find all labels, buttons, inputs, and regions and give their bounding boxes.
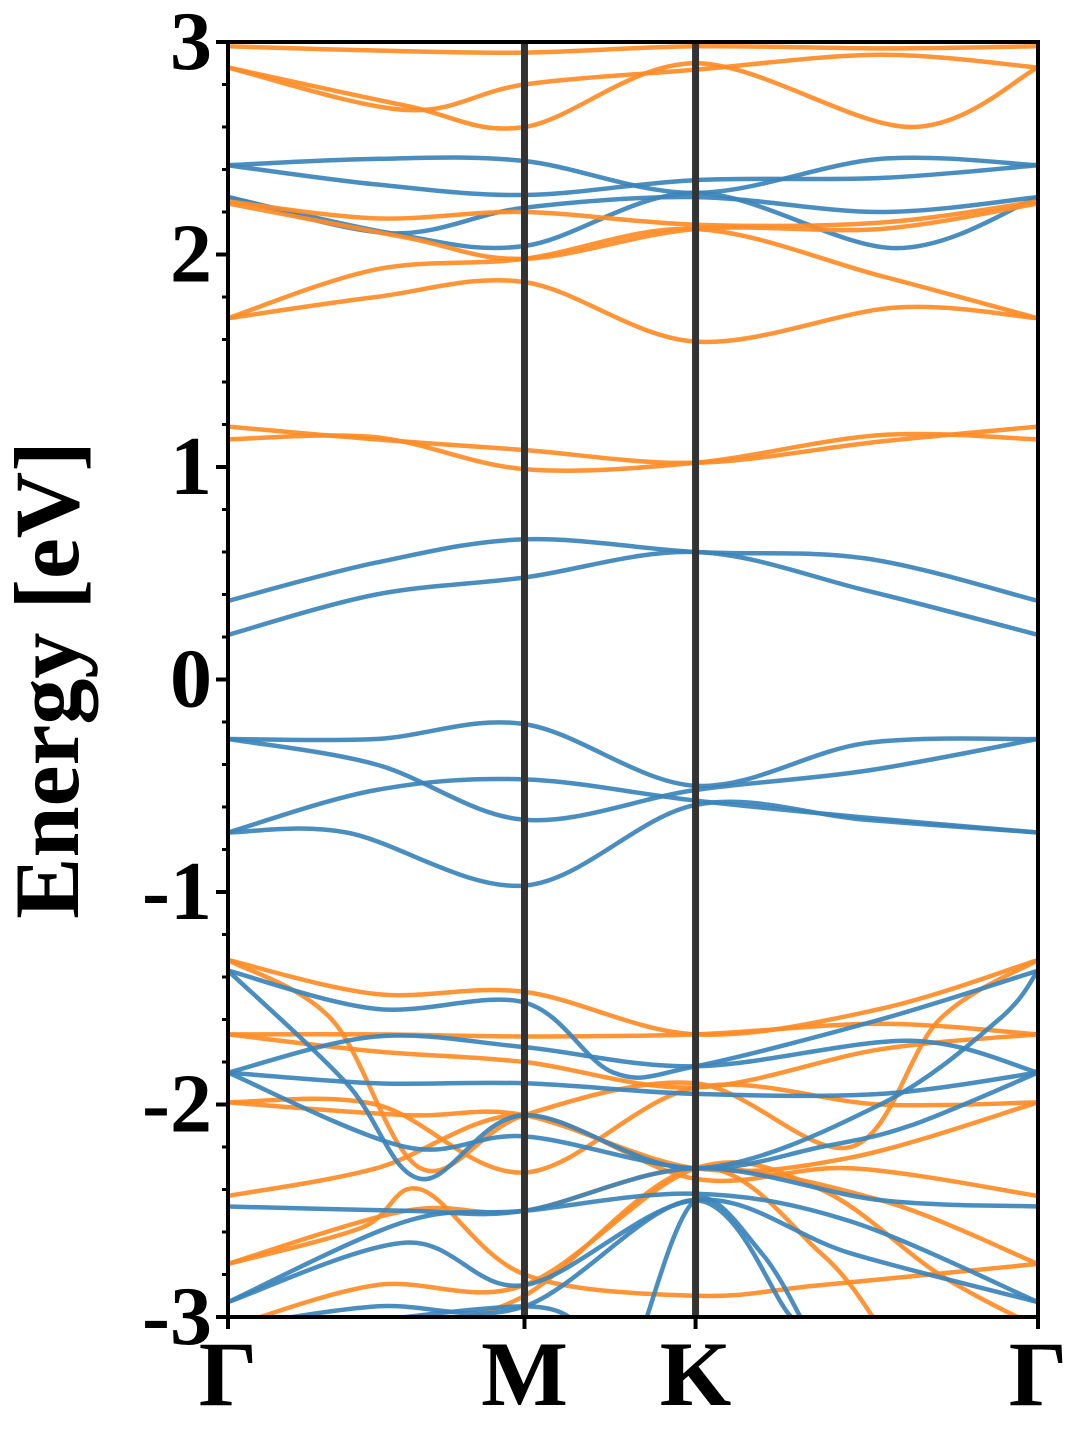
blue-band-line-4 <box>228 736 1038 823</box>
y-axis-title: Energy [eV] <box>0 441 98 919</box>
y-axis: 3 2 1 0 -1 -2 -3 <box>142 0 228 1363</box>
orange-band-line-17 <box>228 277 1038 345</box>
blue-band-line-36 <box>228 1166 1038 1217</box>
blue-band-line-7 <box>228 155 1038 196</box>
orange-band-line-23 <box>228 957 1038 1174</box>
orange-band-line-16 <box>228 226 1038 321</box>
orange-band-line-13 <box>228 61 1038 131</box>
orange-band-line-30 <box>456 1165 876 1317</box>
blue-band-line-34 <box>228 968 1038 1182</box>
orange-band-line-20 <box>228 957 1038 1037</box>
y-tick-label: 3 <box>170 0 212 88</box>
blue-band-line-31 <box>228 968 1038 1080</box>
y-tick-label: 0 <box>170 633 212 726</box>
blue-band-line-2 <box>228 549 1038 638</box>
orange-band-line-15 <box>228 201 1038 262</box>
orange-band-line-24 <box>228 1082 1038 1175</box>
orange-band-line-11 <box>228 43 1038 56</box>
y-tick-label: 2 <box>170 208 212 301</box>
x-tick-label: Γ <box>199 1323 258 1425</box>
y-tick-label: -2 <box>142 1058 212 1151</box>
blue-band-line-35 <box>228 1070 1038 1171</box>
orange-band-line-14 <box>228 199 1038 229</box>
high-symmetry-lines <box>520 42 700 1317</box>
x-tick-label: M <box>481 1323 568 1425</box>
y-tick-label: -1 <box>142 845 212 938</box>
blue-band-line-1 <box>228 536 1038 604</box>
blue-band-line-33 <box>228 1070 1038 1099</box>
blue-band-line-3 <box>228 720 1038 789</box>
blue-band-line-6 <box>228 799 1038 889</box>
blue-band-line-39 <box>278 1197 795 1317</box>
blue-band-line-37 <box>228 1191 1038 1305</box>
orange-band-line-25 <box>228 1100 1038 1174</box>
x-tick-label: Γ <box>1009 1323 1068 1425</box>
blue-band-line-32 <box>228 1033 1038 1075</box>
blue-band-line-40 <box>386 1304 573 1317</box>
orange-band-line-21 <box>228 1021 1038 1039</box>
orange-band-line-12 <box>228 52 1038 113</box>
orange-band-line-27 <box>228 1165 1038 1267</box>
orange-band-line-22 <box>228 1032 1038 1090</box>
blue-band-line-38 <box>228 1197 1038 1305</box>
orange-band-line-19 <box>228 431 1038 473</box>
blue-band-line-8 <box>228 163 1038 198</box>
band-lines <box>228 43 1038 1317</box>
y-tick-label: -3 <box>142 1270 212 1363</box>
blue-band-line-41 <box>644 1195 803 1317</box>
x-tick-label: K <box>660 1323 732 1425</box>
y-tick-label: 1 <box>170 420 212 513</box>
